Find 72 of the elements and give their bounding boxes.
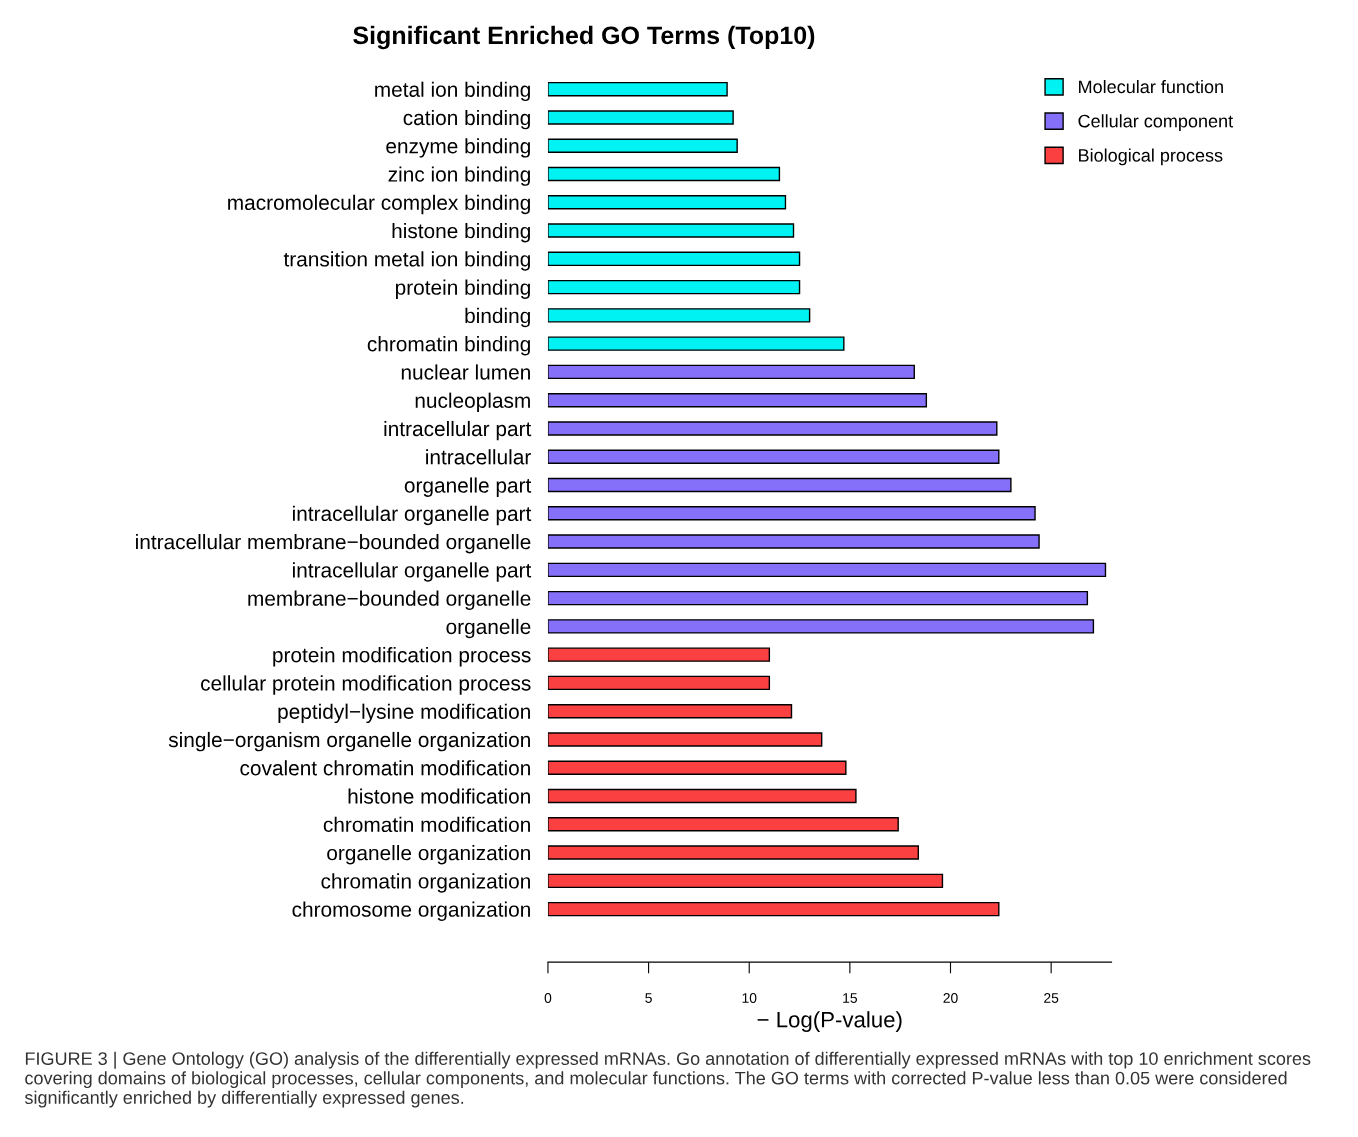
y-tick-label: intracellular part — [384, 420, 532, 441]
x-axis-title: − Log(P-value) — [757, 1011, 902, 1032]
bar — [547, 336, 845, 351]
bar — [547, 703, 793, 719]
bar — [547, 647, 771, 662]
bar — [547, 195, 787, 210]
x-tick-label: 15 — [843, 993, 858, 1003]
bar — [547, 477, 1012, 493]
y-tick-label: histone binding — [392, 223, 530, 243]
bar — [547, 449, 1000, 464]
caption: FIGURE 3 | Gene Ontology (GO) analysis of the differentially expressed mRNAs. Go annotation of differentially expressed mRNAs with top 10 enrichment scores covering domains of biological processes, cellular components, and molecular functions. The GO terms with corrected P-value less than 0.05 were considered significantly enriched by differentially expressed genes. — [24, 1051, 1311, 1108]
y-tick-label: peptidyl−lysine modification — [278, 703, 530, 724]
bar — [547, 166, 781, 182]
y-tick-label: chromatin modification — [323, 816, 530, 833]
y-tick-label: intracellular organelle part — [292, 505, 532, 526]
legend-label: Molecular function — [1079, 79, 1223, 94]
y-tick-label: histone modification — [348, 788, 530, 804]
bar — [547, 421, 998, 436]
bar — [547, 817, 899, 832]
x-tick-label: 5 — [645, 993, 652, 1003]
y-tick-label: single−organism organelle organization — [168, 731, 530, 752]
bar — [547, 675, 771, 691]
y-tick-label: intracellular organelle part — [292, 562, 532, 582]
bar — [547, 845, 919, 860]
y-tick-label: organelle part — [404, 477, 532, 497]
y-tick-label: cellular protein modification process — [201, 675, 531, 695]
y-tick-label: organelle organization — [327, 845, 530, 865]
bar — [547, 110, 734, 125]
bar — [547, 590, 1089, 606]
bar — [547, 506, 1036, 521]
x-tick-label: 20 — [943, 993, 958, 1003]
y-tick-label: zinc ion binding — [388, 166, 530, 186]
x-tick-label: 25 — [1044, 993, 1059, 1003]
y-tick-label: organelle — [446, 618, 531, 639]
bar — [547, 788, 857, 804]
y-tick-label: metal ion binding — [375, 81, 530, 102]
bar — [547, 619, 1095, 634]
y-tick-label: binding — [465, 307, 530, 328]
y-tick-label: nucleoplasm — [415, 392, 530, 413]
legend-label: Cellular component — [1078, 114, 1233, 132]
bar — [547, 534, 1040, 549]
bar — [547, 392, 928, 408]
bar — [547, 223, 795, 238]
bar — [547, 760, 847, 775]
y-tick-label: intracellular membrane−bounded organelle — [136, 534, 531, 554]
y-tick-label: transition metal ion binding — [283, 251, 530, 271]
bar — [547, 732, 823, 747]
bar — [547, 873, 944, 889]
bar — [547, 138, 738, 153]
y-tick-label: protein modification process — [273, 647, 531, 667]
y-tick-label: chromatin organization — [321, 873, 530, 893]
bar — [547, 901, 1000, 917]
y-tick-label: enzyme binding — [386, 138, 530, 158]
y-tick-label: chromatin binding — [367, 336, 530, 356]
y-tick-label: chromosome organization — [292, 901, 530, 921]
legend-label: Biological process — [1079, 148, 1223, 166]
x-tick-label: 10 — [742, 993, 757, 1003]
y-tick-label: macromolecular complex binding — [228, 194, 530, 215]
y-tick-label: protein binding — [395, 279, 530, 299]
y-tick-label: cation binding — [403, 109, 530, 130]
bar — [547, 81, 728, 97]
y-tick-label: intracellular — [426, 449, 531, 465]
bar — [547, 562, 1107, 578]
y-tick-label: membrane−bounded organelle — [248, 590, 531, 610]
x-tick-label: 0 — [544, 993, 552, 1003]
bar — [547, 308, 811, 323]
chart-title: Significant Enriched GO Terms (Top10) — [353, 25, 815, 50]
y-tick-label: covalent chromatin modification — [240, 760, 530, 776]
bar — [547, 364, 915, 380]
y-tick-label: nuclear lumen — [401, 364, 530, 380]
bar — [547, 279, 801, 295]
bar — [547, 251, 801, 267]
